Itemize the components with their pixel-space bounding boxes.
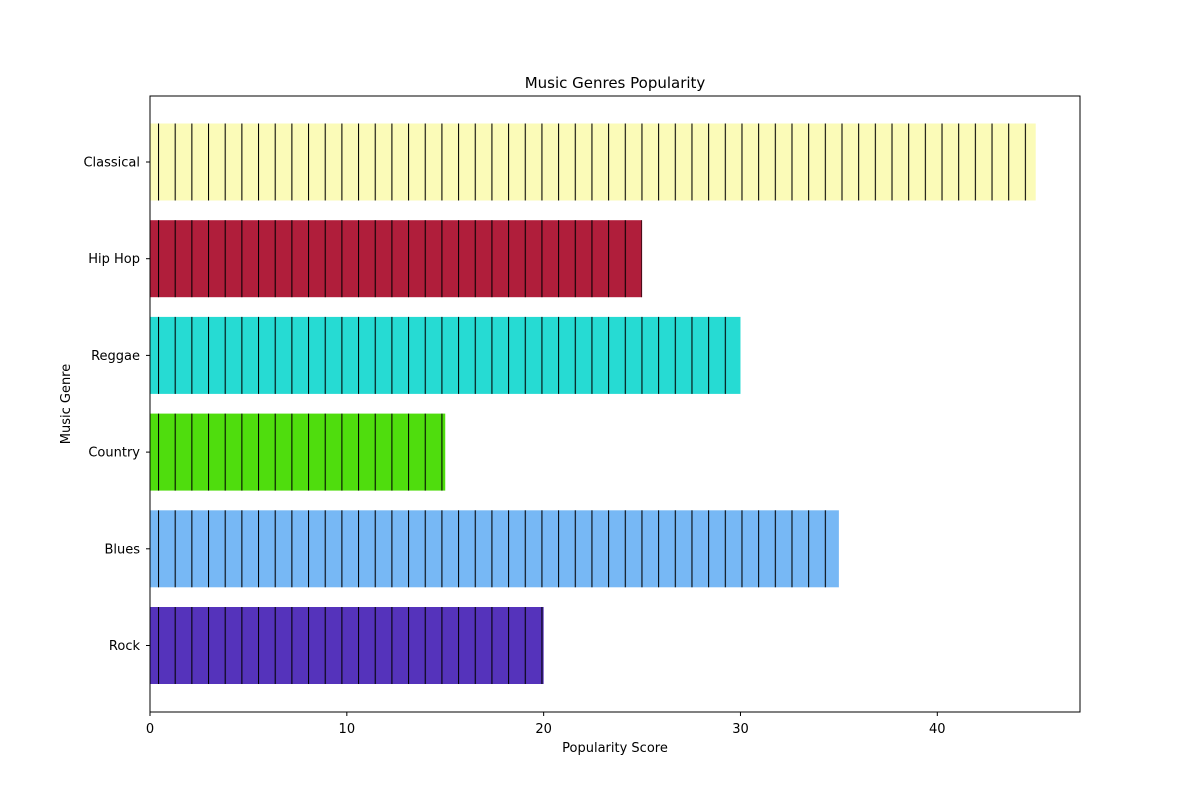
y-tick-label: Reggae xyxy=(91,349,140,364)
y-tick-label: Classical xyxy=(83,156,140,171)
y-tick-label: Country xyxy=(88,446,140,461)
bar-hatch xyxy=(150,123,1036,201)
bars-layer xyxy=(150,123,1036,684)
x-axis-label: Popularity Score xyxy=(562,741,668,756)
y-tick-label: Hip Hop xyxy=(88,252,140,267)
x-tick-label: 30 xyxy=(732,722,749,737)
x-tick-label: 20 xyxy=(535,722,552,737)
x-tick-label: 10 xyxy=(339,722,356,737)
bar-classical xyxy=(150,123,1036,201)
x-tick-label: 0 xyxy=(146,722,154,737)
chart-title: Music Genres Popularity xyxy=(525,74,706,92)
bar-hatch xyxy=(150,316,741,394)
bar-hatch xyxy=(150,607,544,684)
y-axis: Rock Blues Country Reggae Hip Hop Classical xyxy=(83,156,150,654)
x-axis: 0 10 20 30 40 xyxy=(146,712,946,737)
y-tick-label: Blues xyxy=(104,542,140,557)
bar-reggae xyxy=(150,316,741,394)
y-axis-label: Music Genre xyxy=(59,364,74,445)
bar-hatch xyxy=(150,413,446,491)
plot-frame xyxy=(149,95,1081,713)
bar-rock xyxy=(150,607,544,684)
bar-hatch xyxy=(150,220,643,298)
bar-hatch xyxy=(150,510,839,588)
x-tick-label: 40 xyxy=(929,722,946,737)
y-tick-label: Rock xyxy=(109,639,141,654)
bar-blues xyxy=(150,510,839,588)
bar-hip-hop xyxy=(150,220,643,298)
bar-country xyxy=(150,413,446,491)
